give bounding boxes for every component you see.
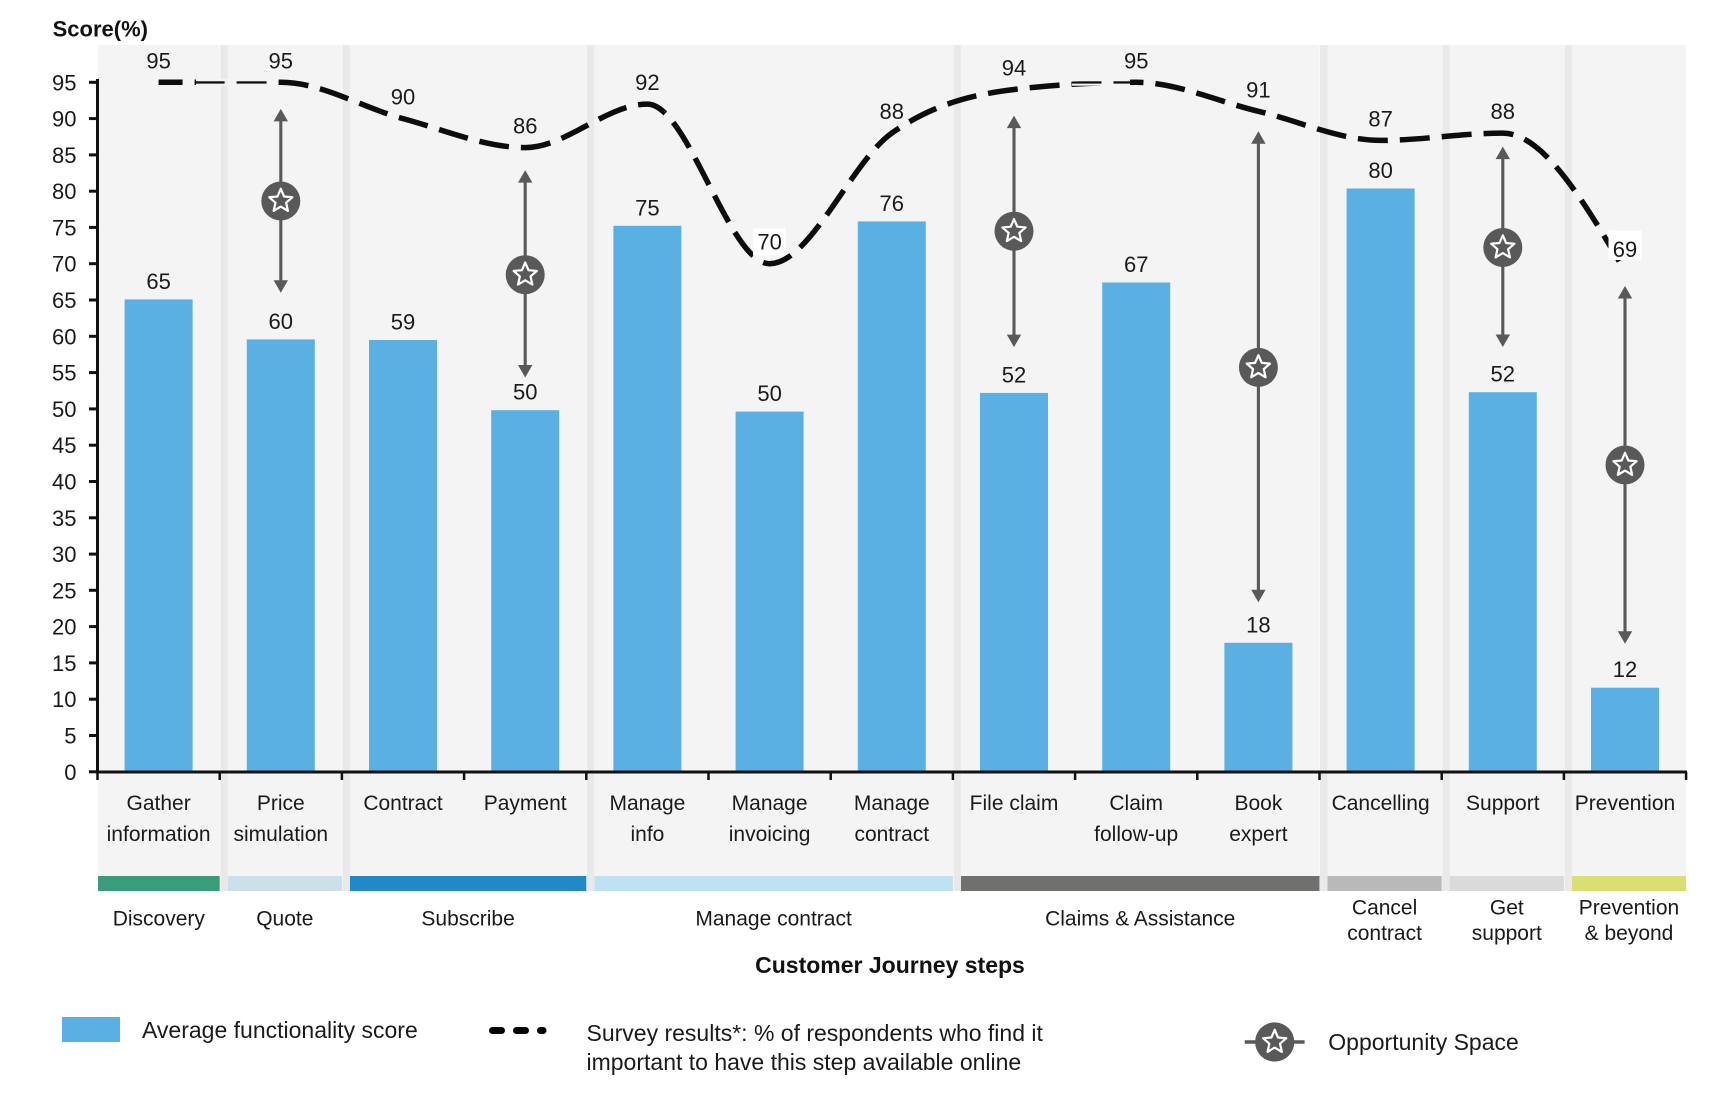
svg-text:85: 85 bbox=[52, 143, 76, 168]
svg-text:95: 95 bbox=[52, 70, 76, 95]
svg-text:45: 45 bbox=[52, 433, 76, 458]
svg-text:75: 75 bbox=[52, 215, 76, 240]
svg-text:65: 65 bbox=[52, 288, 76, 313]
svg-text:60: 60 bbox=[52, 324, 76, 349]
svg-text:Manage contract: Manage contract bbox=[695, 908, 852, 931]
svg-text:invoicing: invoicing bbox=[729, 823, 811, 846]
svg-text:60: 60 bbox=[269, 309, 293, 334]
svg-text:94: 94 bbox=[1002, 56, 1026, 81]
svg-text:76: 76 bbox=[880, 191, 904, 216]
svg-text:Gather: Gather bbox=[126, 792, 190, 815]
svg-text:15: 15 bbox=[52, 651, 76, 676]
svg-text:Subscribe: Subscribe bbox=[421, 908, 514, 931]
svg-text:important to have this step av: important to have this step available on… bbox=[587, 1049, 1022, 1075]
svg-text:expert: expert bbox=[1229, 823, 1288, 846]
svg-text:Contract: Contract bbox=[363, 792, 443, 815]
svg-text:Discovery: Discovery bbox=[113, 908, 206, 931]
svg-text:Claims & Assistance: Claims & Assistance bbox=[1045, 908, 1235, 931]
svg-text:info: info bbox=[630, 823, 664, 846]
svg-text:50: 50 bbox=[513, 380, 537, 405]
svg-text:35: 35 bbox=[52, 506, 76, 531]
svg-text:91: 91 bbox=[1246, 77, 1270, 102]
svg-text:92: 92 bbox=[635, 70, 659, 95]
svg-text:Cancel: Cancel bbox=[1352, 897, 1417, 920]
svg-text:Average functionality score: Average functionality score bbox=[142, 1017, 418, 1043]
svg-text:95: 95 bbox=[269, 48, 293, 73]
svg-text:contract: contract bbox=[854, 823, 929, 846]
svg-text:support: support bbox=[1472, 922, 1542, 945]
svg-text:18: 18 bbox=[1246, 612, 1270, 637]
svg-text:59: 59 bbox=[391, 310, 415, 335]
svg-text:70: 70 bbox=[52, 252, 76, 277]
svg-text:10: 10 bbox=[52, 687, 76, 712]
svg-text:50: 50 bbox=[757, 381, 781, 406]
svg-text:Score(%): Score(%) bbox=[53, 16, 148, 41]
svg-text:80: 80 bbox=[1368, 158, 1392, 183]
svg-text:20: 20 bbox=[52, 615, 76, 640]
svg-text:simulation: simulation bbox=[234, 823, 329, 846]
svg-text:Survey results*: % of responde: Survey results*: % of respondents who fi… bbox=[587, 1020, 1044, 1046]
svg-text:follow-up: follow-up bbox=[1094, 823, 1178, 846]
svg-text:Payment: Payment bbox=[484, 792, 567, 815]
svg-text:Manage: Manage bbox=[854, 792, 930, 815]
svg-text:contract: contract bbox=[1347, 922, 1422, 945]
svg-text:Quote: Quote bbox=[256, 908, 313, 931]
svg-text:Manage: Manage bbox=[732, 792, 808, 815]
svg-text:Book: Book bbox=[1234, 792, 1282, 815]
svg-text:75: 75 bbox=[635, 195, 659, 220]
svg-text:25: 25 bbox=[52, 578, 76, 603]
svg-text:87: 87 bbox=[1368, 106, 1392, 131]
svg-text:88: 88 bbox=[880, 99, 904, 124]
svg-text:69: 69 bbox=[1613, 237, 1637, 262]
svg-text:Support: Support bbox=[1466, 792, 1540, 815]
svg-text:0: 0 bbox=[64, 760, 76, 785]
svg-text:& beyond: & beyond bbox=[1585, 922, 1674, 945]
svg-text:86: 86 bbox=[513, 114, 537, 139]
svg-text:80: 80 bbox=[52, 179, 76, 204]
svg-text:12: 12 bbox=[1613, 657, 1637, 682]
svg-text:Prevention: Prevention bbox=[1575, 792, 1675, 815]
svg-text:95: 95 bbox=[146, 48, 170, 73]
svg-text:40: 40 bbox=[52, 470, 76, 495]
svg-text:55: 55 bbox=[52, 361, 76, 386]
svg-text:65: 65 bbox=[146, 269, 170, 294]
svg-text:52: 52 bbox=[1491, 362, 1515, 387]
svg-text:Prevention: Prevention bbox=[1579, 897, 1679, 920]
svg-text:Opportunity Space: Opportunity Space bbox=[1328, 1029, 1519, 1055]
svg-text:52: 52 bbox=[1002, 362, 1026, 387]
svg-text:90: 90 bbox=[391, 85, 415, 110]
svg-text:88: 88 bbox=[1491, 99, 1515, 124]
svg-text:File claim: File claim bbox=[970, 792, 1059, 815]
svg-text:70: 70 bbox=[757, 230, 781, 255]
svg-text:Price: Price bbox=[257, 792, 305, 815]
svg-text:Manage: Manage bbox=[609, 792, 685, 815]
svg-text:95: 95 bbox=[1124, 48, 1148, 73]
svg-text:5: 5 bbox=[64, 724, 76, 749]
svg-text:Cancelling: Cancelling bbox=[1332, 792, 1430, 815]
svg-text:50: 50 bbox=[52, 397, 76, 422]
svg-text:Claim: Claim bbox=[1109, 792, 1163, 815]
svg-text:Get: Get bbox=[1490, 897, 1524, 920]
svg-text:information: information bbox=[107, 823, 211, 846]
svg-text:67: 67 bbox=[1124, 252, 1148, 277]
svg-text:90: 90 bbox=[52, 107, 76, 132]
svg-text:30: 30 bbox=[52, 542, 76, 567]
svg-text:Customer Journey steps: Customer Journey steps bbox=[755, 952, 1025, 978]
